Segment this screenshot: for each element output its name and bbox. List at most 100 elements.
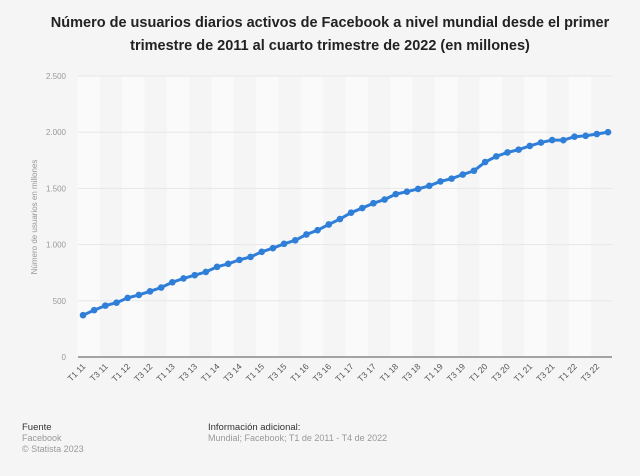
y-tick-label: 500: [53, 297, 67, 306]
data-point: [146, 288, 154, 295]
grid-band: [256, 76, 279, 357]
x-tick-label: T1 19: [422, 361, 445, 384]
y-tick-label: 0: [62, 353, 67, 362]
grid-band: [77, 76, 100, 357]
grid-band: [434, 76, 458, 357]
data-point: [247, 253, 254, 261]
data-point: [236, 256, 243, 264]
data-point: [370, 199, 377, 207]
grid-band: [524, 76, 547, 357]
data-point: [560, 136, 567, 144]
data-point: [571, 133, 578, 140]
x-tick-label: T1 14: [199, 361, 222, 384]
x-tick-label: T3 15: [266, 361, 289, 384]
data-point: [102, 302, 109, 309]
data-point: [135, 291, 143, 299]
source-heading: Fuente: [22, 422, 52, 433]
copyright: © Statista 2023: [22, 444, 84, 454]
data-point: [224, 260, 232, 268]
x-tick-label: T3 20: [489, 361, 512, 384]
data-point: [258, 248, 266, 256]
info-block: Información adicional: Mundial; Facebook…: [208, 422, 387, 444]
y-tick-label: 1.500: [46, 184, 67, 193]
data-point: [515, 146, 522, 153]
data-point: [593, 130, 601, 138]
data-point: [79, 311, 87, 319]
data-point: [403, 188, 411, 195]
data-point: [492, 153, 500, 160]
data-point: [347, 209, 355, 216]
chart-title: Número de usuarios diarios activos de Fa…: [50, 15, 610, 54]
x-tick-label: T1 13: [154, 361, 177, 384]
y-tick-label: 2.500: [46, 72, 67, 81]
data-point: [481, 158, 489, 166]
grid-band: [122, 76, 145, 357]
data-point: [548, 136, 556, 144]
data-point: [124, 294, 131, 302]
x-tick-label: T1 11: [65, 361, 87, 383]
x-tick-label: T1 20: [467, 361, 490, 384]
data-point: [157, 284, 165, 291]
grid-band: [300, 76, 324, 357]
x-tick-label: T1 15: [244, 361, 267, 384]
y-tick-label: 2.000: [46, 128, 67, 137]
data-point: [180, 275, 187, 282]
data-point: [437, 178, 444, 185]
x-tick-label: T3 21: [534, 361, 557, 384]
data-point: [269, 244, 277, 252]
x-tick-label: T3 13: [177, 361, 200, 384]
data-point: [459, 171, 467, 178]
data-point: [504, 149, 511, 156]
data-point: [582, 132, 589, 140]
grid-band: [166, 76, 190, 357]
data-point: [314, 226, 321, 234]
x-tick-label: T1 17: [333, 361, 356, 384]
x-tick-label: T3 16: [311, 361, 334, 384]
data-point: [537, 139, 545, 146]
data-point: [448, 175, 455, 182]
x-tick-label: T3 19: [445, 361, 468, 384]
grid-band: [211, 76, 234, 357]
data-point: [425, 182, 433, 190]
data-point: [291, 237, 299, 244]
data-point: [213, 263, 221, 271]
grid-band: [390, 76, 413, 357]
data-point: [169, 278, 176, 286]
x-tick-label: T3 18: [400, 361, 423, 384]
grid-band: [345, 76, 368, 357]
grid-band: [568, 76, 592, 357]
data-point: [336, 215, 344, 223]
info-text: Mundial; Facebook; T1 de 2011 - T4 de 20…: [208, 433, 388, 443]
grid-band: [479, 76, 502, 357]
x-tick-label: T3 22: [579, 361, 602, 384]
data-point: [358, 204, 366, 212]
source-link[interactable]: Facebook: [22, 433, 62, 443]
data-point: [414, 185, 422, 193]
data-point: [191, 271, 199, 279]
x-tick-label: T1 16: [288, 361, 311, 384]
y-tick-label: 1.000: [46, 241, 67, 250]
data-point: [202, 268, 210, 276]
data-point: [526, 142, 534, 150]
x-tick-label: T1 21: [512, 361, 535, 384]
x-tick-label: T3 14: [221, 361, 244, 384]
x-tick-label: T1 18: [378, 361, 401, 384]
data-point: [604, 128, 612, 136]
x-tick-label: T1 12: [110, 361, 133, 384]
x-tick-label: T3 12: [132, 361, 155, 384]
x-tick-label: T3 11: [88, 361, 110, 383]
data-point: [280, 240, 288, 248]
data-point: [113, 299, 120, 307]
data-point: [90, 306, 98, 314]
data-point: [392, 190, 400, 198]
data-point: [470, 167, 478, 175]
x-tick-label: T3 17: [355, 361, 378, 384]
source-block: Fuente Facebook © Statista 2023: [22, 422, 84, 455]
x-tick-label: T1 22: [556, 361, 579, 384]
data-point: [325, 221, 333, 228]
y-axis-label: Número de usuarios en millones: [30, 160, 39, 275]
data-point: [381, 196, 388, 203]
data-point: [303, 231, 310, 238]
info-heading: Información adicional:: [208, 422, 301, 433]
